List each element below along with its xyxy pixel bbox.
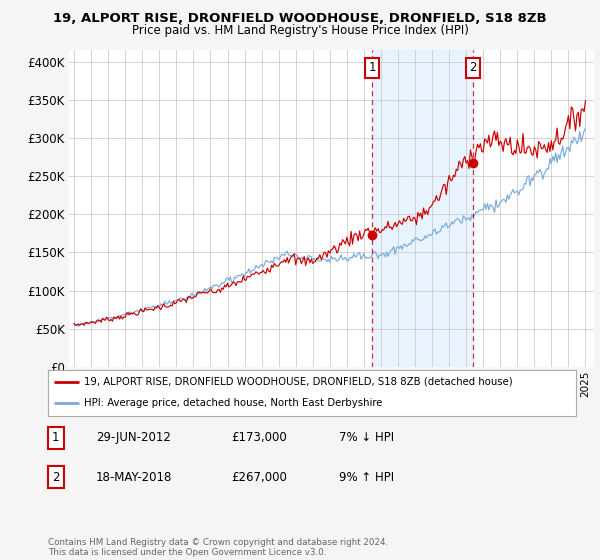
Text: 19, ALPORT RISE, DRONFIELD WOODHOUSE, DRONFIELD, S18 8ZB: 19, ALPORT RISE, DRONFIELD WOODHOUSE, DR…: [53, 12, 547, 25]
Text: 1: 1: [52, 431, 59, 445]
Text: 19, ALPORT RISE, DRONFIELD WOODHOUSE, DRONFIELD, S18 8ZB (detached house): 19, ALPORT RISE, DRONFIELD WOODHOUSE, DR…: [84, 377, 512, 387]
Text: Contains HM Land Registry data © Crown copyright and database right 2024.
This d: Contains HM Land Registry data © Crown c…: [48, 538, 388, 557]
Text: 1: 1: [368, 62, 376, 74]
Text: HPI: Average price, detached house, North East Derbyshire: HPI: Average price, detached house, Nort…: [84, 398, 382, 408]
Text: 18-MAY-2018: 18-MAY-2018: [96, 470, 172, 484]
Text: 2: 2: [52, 470, 59, 484]
Text: 9% ↑ HPI: 9% ↑ HPI: [339, 470, 394, 484]
Bar: [373, 50, 473, 367]
Text: 2: 2: [469, 62, 476, 74]
Text: £173,000: £173,000: [231, 431, 287, 445]
Text: Price paid vs. HM Land Registry's House Price Index (HPI): Price paid vs. HM Land Registry's House …: [131, 24, 469, 36]
Text: 29-JUN-2012: 29-JUN-2012: [96, 431, 171, 445]
Text: 7% ↓ HPI: 7% ↓ HPI: [339, 431, 394, 445]
Text: £267,000: £267,000: [231, 470, 287, 484]
